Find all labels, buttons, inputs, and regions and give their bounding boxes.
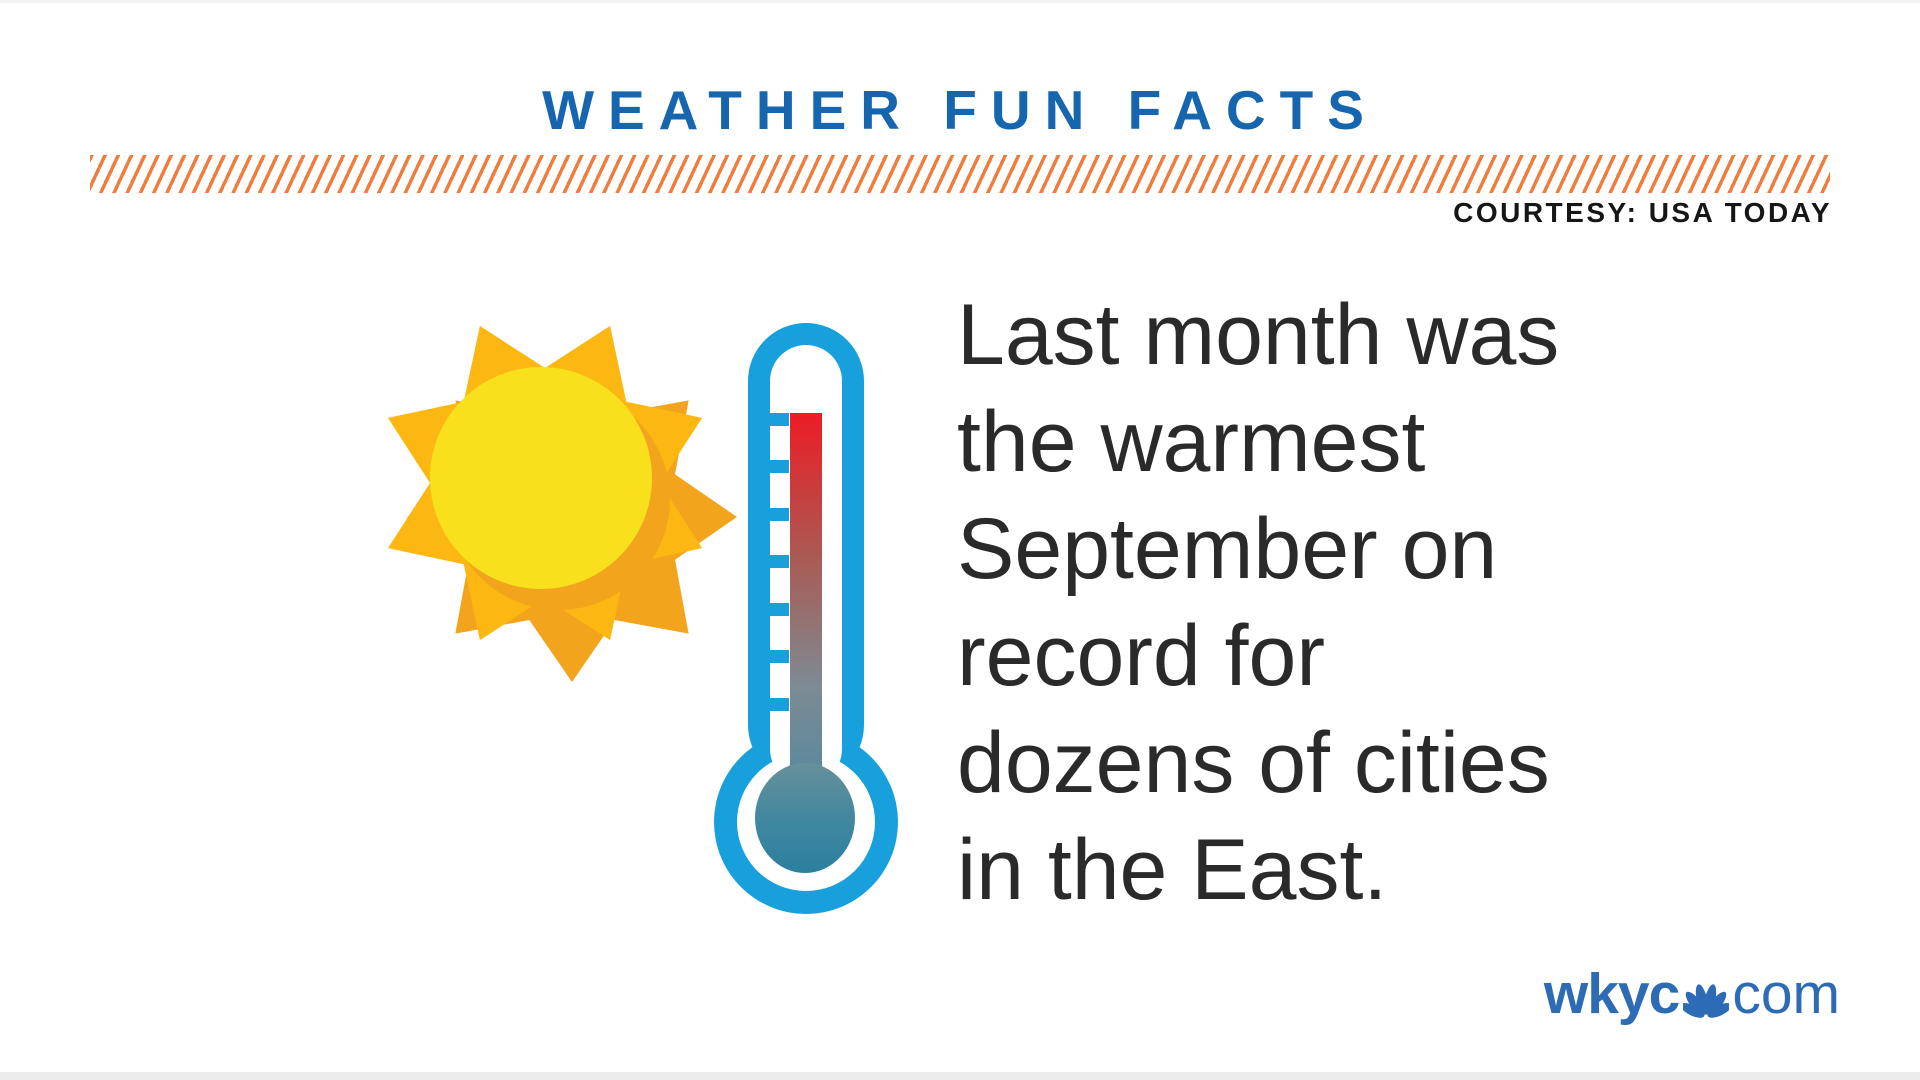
fact-line: Last month was (957, 287, 1560, 383)
hatched-divider (90, 155, 1830, 193)
fact-line: in the East. (957, 822, 1388, 918)
fact-line: September on (957, 501, 1498, 597)
thermometer-icon (714, 323, 898, 914)
nbc-peacock-icon (1683, 984, 1730, 1018)
fact-text: Last month was the warmest September on … (957, 282, 1559, 924)
brand-com-text: com (1732, 962, 1840, 1026)
top-edge-divider (0, 0, 1920, 3)
page-title: WEATHER FUN FACTS (542, 79, 1378, 141)
brand-wkyc-text: wkyc (1543, 962, 1680, 1026)
courtesy-credit: COURTESY: USA TODAY (1453, 197, 1832, 228)
station-logo: wkyc com (1544, 966, 1840, 1023)
fact-line: dozens of cities (957, 715, 1550, 811)
fact-line: record for (957, 608, 1326, 704)
bottom-edge-divider (0, 1072, 1920, 1080)
thermometer-ticks (770, 413, 789, 711)
fact-line: the warmest (957, 394, 1426, 490)
sun-icon (372, 317, 750, 695)
